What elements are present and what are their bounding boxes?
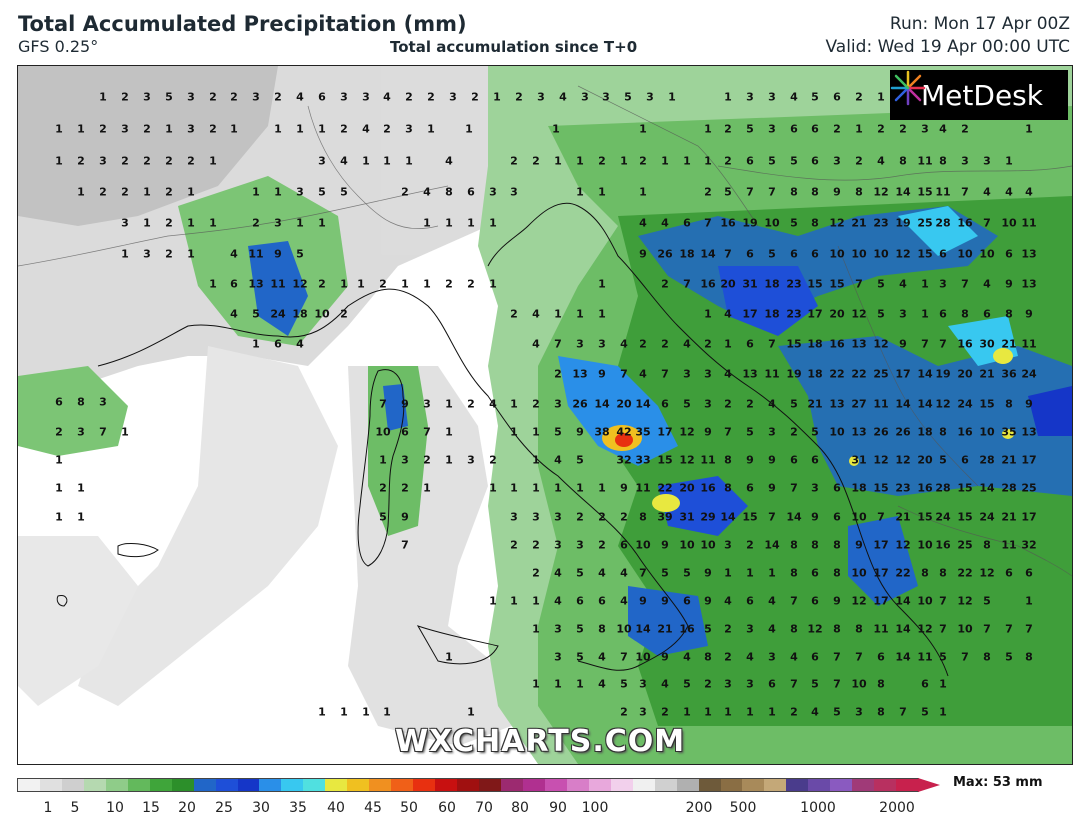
color-scale-swatch	[500, 779, 523, 791]
metdesk-logo-text: MetDesk	[921, 78, 1043, 112]
color-scale-swatch	[215, 779, 238, 791]
color-scale-label: 1	[43, 800, 53, 816]
color-scale-swatch	[303, 779, 326, 791]
color-scale-label: 80	[511, 800, 529, 816]
color-scale-label: 5	[70, 800, 80, 816]
color-scale-swatch	[544, 779, 567, 791]
color-scale-label: 40	[327, 800, 345, 816]
color-scale-label: 70	[475, 800, 493, 816]
color-scale-swatch	[61, 779, 84, 791]
color-scale-swatch	[237, 779, 260, 791]
color-scale-swatch	[742, 779, 765, 791]
color-scale-swatch	[369, 779, 392, 791]
valid-label: Valid: Wed 19 Apr 00:00 UTC	[825, 37, 1070, 57]
color-scale-label: 1000	[800, 800, 836, 816]
color-scale-swatch	[83, 779, 106, 791]
color-scale-swatch	[874, 779, 897, 791]
color-scale-label: 45	[364, 800, 382, 816]
color-scale-swatch	[127, 779, 150, 791]
chart-title: Total Accumulated Precipitation (mm)	[18, 12, 467, 36]
color-scale-swatch	[259, 779, 282, 791]
metdesk-logo: MetDesk	[890, 70, 1068, 120]
color-scale-swatch	[720, 779, 743, 791]
color-scale-swatch	[413, 779, 436, 791]
color-scale-swatch	[149, 779, 172, 791]
color-scale-swatch	[852, 779, 875, 791]
model-label: GFS 0.25°	[18, 37, 99, 56]
color-scale-swatch	[676, 779, 699, 791]
color-scale-label: 15	[142, 800, 160, 816]
color-scale-swatch	[105, 779, 128, 791]
wxcharts-watermark: WXCHARTS.COM	[395, 724, 686, 759]
color-scale-swatch	[193, 779, 216, 791]
color-scale-swatch	[764, 779, 787, 791]
run-label: Run: Mon 17 Apr 00Z	[889, 14, 1070, 34]
color-scale-labels: 1 5 10 15 20 25 30 35 40 45 50 60 70 80 90 100 200 500 100…	[17, 800, 937, 820]
color-scale-swatch	[39, 779, 62, 791]
color-scale-label: 20	[178, 800, 196, 816]
color-scale-swatch	[786, 779, 809, 791]
color-scale-swatch	[435, 779, 458, 791]
borders	[18, 85, 1072, 577]
color-scale-swatch	[698, 779, 721, 791]
color-scale-legend	[17, 778, 940, 792]
max-value-label: Max: 53 mm	[953, 775, 1043, 790]
color-scale-swatch	[808, 779, 831, 791]
color-scale-swatch	[391, 779, 414, 791]
color-scale-swatch	[654, 779, 677, 791]
color-scale-swatch	[479, 779, 501, 791]
heavy-precip-areas	[248, 206, 1072, 656]
color-scale-label: 10	[106, 800, 124, 816]
color-scale-swatch	[830, 779, 853, 791]
color-scale-swatch	[457, 779, 480, 791]
color-scale-label: 50	[400, 800, 418, 816]
color-scale-label: 200	[685, 800, 713, 816]
color-scale-swatch	[566, 779, 589, 791]
color-scale-label: 25	[215, 800, 233, 816]
metdesk-burst-icon	[890, 70, 926, 106]
color-scale-swatch	[171, 779, 194, 791]
peak-precip-cells	[602, 348, 1014, 512]
color-scale-swatch	[610, 779, 633, 791]
coastlines	[56, 202, 949, 677]
color-scale-label: 35	[289, 800, 307, 816]
color-scale-label: 30	[252, 800, 270, 816]
color-scale-swatch	[522, 779, 545, 791]
color-scale-label: 60	[438, 800, 456, 816]
color-scale-swatch	[347, 779, 370, 791]
color-scale-bar	[17, 778, 919, 792]
color-scale-arrow	[918, 778, 940, 792]
color-scale-swatch	[281, 779, 304, 791]
color-scale-swatch	[896, 779, 919, 791]
color-scale-label: 90	[549, 800, 567, 816]
color-scale-swatch	[18, 779, 40, 791]
map-canvas	[18, 66, 1072, 764]
color-scale-swatch	[588, 779, 611, 791]
color-scale-label: 2000	[879, 800, 915, 816]
color-scale-swatch	[632, 779, 655, 791]
color-scale-swatch	[325, 779, 348, 791]
chart-subtitle: Total accumulation since T+0	[390, 38, 638, 56]
color-scale-label: 100	[581, 800, 609, 816]
color-scale-label: 500	[729, 800, 757, 816]
